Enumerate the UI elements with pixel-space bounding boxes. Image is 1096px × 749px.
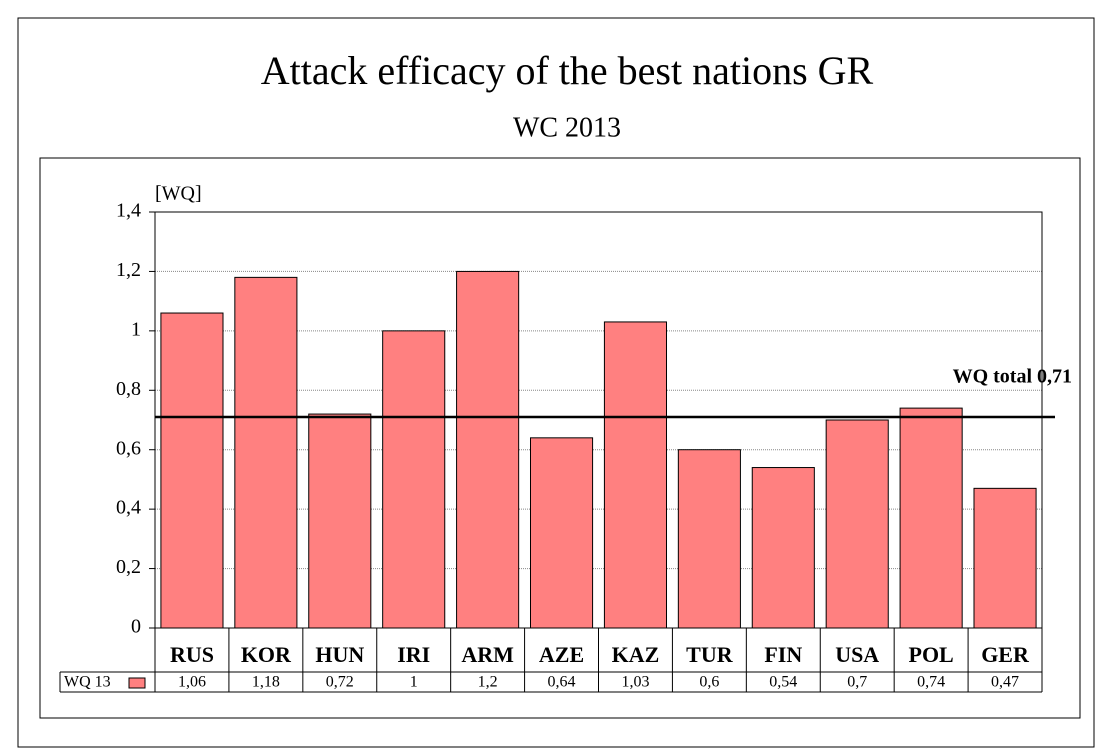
table-value: 1 (410, 674, 418, 691)
bar (160, 312, 224, 629)
table-value: 1,06 (178, 674, 206, 691)
x-tick-label: KAZ (612, 642, 660, 667)
y-tick-label: 0,4 (116, 497, 141, 519)
bar (234, 276, 298, 629)
plot-area (155, 212, 1042, 628)
x-tick-label: FIN (764, 642, 802, 667)
x-tick-label: IRI (397, 642, 430, 667)
table-value: 0,54 (769, 674, 797, 691)
bar (973, 487, 1037, 629)
y-axis-label: [WQ] (155, 183, 202, 205)
chart-subtitle: WC 2013 (513, 112, 621, 143)
table-value: 1,03 (621, 674, 649, 691)
legend-label: WQ 13 (64, 674, 111, 691)
x-tick-label: POL (909, 642, 954, 667)
reference-label: WQ total 0,71 (953, 366, 1072, 388)
x-tick-label: USA (835, 642, 879, 667)
table-value: 1,18 (252, 674, 280, 691)
table-value: 0,74 (917, 674, 945, 691)
table-value: 1,2 (478, 674, 498, 691)
bar (456, 270, 520, 629)
x-tick-label: AZE (539, 642, 584, 667)
table-value: 0,72 (326, 674, 354, 691)
x-tick-label: HUN (315, 642, 364, 667)
y-tick-label: 1 (131, 318, 141, 340)
table-value: 0,7 (847, 674, 867, 691)
x-tick-label: RUS (170, 642, 214, 667)
x-tick-label: TUR (686, 642, 734, 667)
y-tick-label: 1,4 (116, 200, 141, 222)
y-tick-label: 0,8 (116, 378, 141, 400)
y-tick-label: 0,6 (116, 437, 141, 459)
y-tick-label: 0 (131, 616, 141, 638)
legend-swatch (128, 677, 146, 689)
table-value: 0,64 (548, 674, 576, 691)
bar (825, 419, 889, 629)
bar (603, 321, 668, 629)
bar (308, 413, 372, 629)
y-tick-label: 0,2 (116, 556, 141, 578)
bar (382, 330, 446, 629)
bar (751, 467, 815, 629)
bar (529, 437, 594, 629)
x-tick-label: GER (981, 642, 1030, 667)
chart-title: Attack efficacy of the best nations GR (261, 48, 874, 93)
bar (677, 449, 741, 629)
bar (899, 407, 963, 629)
x-tick-label: KOR (241, 642, 292, 667)
x-tick-label: ARM (461, 642, 514, 667)
y-tick-label: 1,2 (116, 259, 141, 281)
table-value: 0,47 (991, 674, 1019, 691)
table-value: 0,6 (699, 674, 719, 691)
plot-border (154, 211, 1043, 629)
